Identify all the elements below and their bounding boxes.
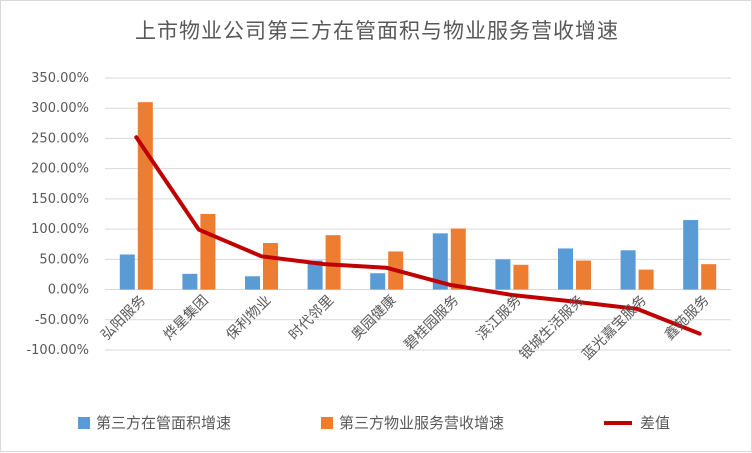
bar-area-growth [307, 260, 323, 290]
y-tick-label: -50.00% [35, 313, 89, 328]
x-tick-label: 时代邻里 [286, 293, 337, 344]
bar-area-growth [683, 220, 699, 290]
y-tick-label: 150.00% [31, 192, 89, 207]
x-tick-label: 鑫苑服务 [661, 292, 713, 344]
x-tick-label: 银城生活服务 [517, 293, 588, 364]
bar-area-growth [245, 276, 260, 290]
x-tick-label: 奥园健康 [348, 292, 400, 344]
y-tick-label: 250.00% [31, 131, 89, 146]
bar-revenue-growth [200, 214, 216, 290]
chart-title: 上市物业公司第三方在管面积与物业服务营收增速 [135, 19, 619, 43]
y-tick-label: -100.00% [26, 343, 89, 358]
x-tick-label: 滨江服务 [474, 293, 525, 344]
bar-area-growth [620, 250, 636, 290]
legend-label: 第三方物业服务营收增速 [339, 414, 504, 432]
y-tick-label: 100.00% [31, 222, 89, 237]
x-tick-label: 弘阳服务 [98, 293, 149, 344]
bar-revenue-growth [638, 269, 654, 290]
y-tick-label: 200.00% [31, 162, 89, 177]
bar-area-growth [182, 273, 198, 290]
bar-revenue-growth [513, 264, 529, 290]
legend-label: 差值 [640, 414, 670, 432]
bar-revenue-growth [137, 102, 153, 290]
bar-area-growth [370, 273, 386, 290]
bar-revenue-growth [325, 235, 341, 290]
bar-area-growth [558, 248, 573, 290]
legend-swatch [78, 417, 90, 429]
bar-revenue-growth [576, 260, 591, 290]
x-tick-label: 烨星集团 [160, 292, 212, 344]
y-tick-label: 350.00% [31, 71, 89, 86]
legend-label: 第三方在管面积增速 [96, 414, 231, 432]
bar-area-growth [432, 233, 448, 290]
y-tick-label: 50.00% [39, 252, 89, 267]
bar-revenue-growth [701, 264, 717, 290]
bar-revenue-growth [450, 228, 466, 290]
legend-swatch [321, 417, 333, 429]
bar-revenue-growth [263, 243, 278, 290]
line-difference [134, 135, 702, 336]
bar-area-growth [119, 254, 135, 290]
x-tick-label: 保利物业 [223, 293, 274, 344]
y-tick-label: 0.00% [48, 283, 89, 298]
y-tick-label: 300.00% [31, 101, 89, 116]
x-tick-label: 碧桂园服务 [401, 293, 462, 354]
bar-area-growth [495, 259, 511, 290]
